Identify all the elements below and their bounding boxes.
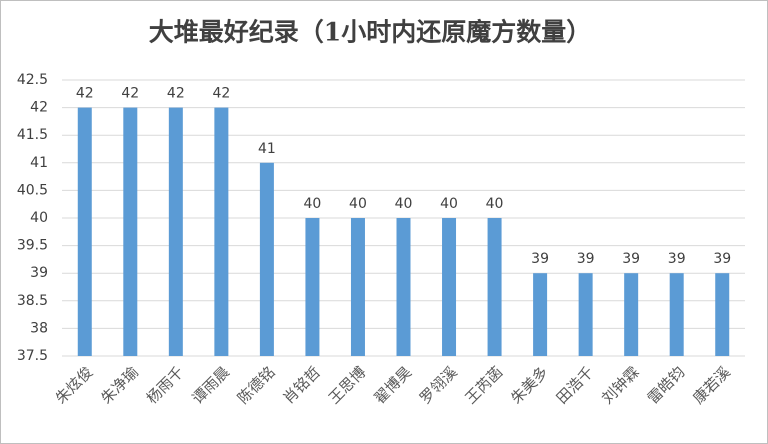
bar bbox=[715, 273, 730, 356]
y-tick-label: 41.5 bbox=[17, 127, 48, 143]
y-tick-label: 37.5 bbox=[17, 348, 48, 364]
data-label: 42 bbox=[167, 86, 185, 102]
data-label: 41 bbox=[258, 141, 276, 157]
bar bbox=[533, 273, 548, 356]
data-label: 40 bbox=[486, 196, 504, 212]
bar bbox=[442, 218, 457, 356]
data-label: 39 bbox=[531, 251, 549, 267]
bar bbox=[214, 107, 229, 356]
y-tick-label: 39 bbox=[30, 265, 48, 281]
data-label: 39 bbox=[577, 251, 595, 267]
y-tick-label: 38.5 bbox=[17, 293, 48, 309]
y-tick-label: 40 bbox=[30, 210, 48, 226]
data-label: 40 bbox=[304, 196, 322, 212]
y-tick-label: 40.5 bbox=[17, 182, 48, 198]
bar bbox=[669, 273, 684, 356]
data-label: 39 bbox=[713, 251, 731, 267]
bar bbox=[168, 107, 183, 356]
data-label: 39 bbox=[622, 251, 640, 267]
bar bbox=[624, 273, 639, 356]
bar bbox=[396, 218, 411, 356]
data-label: 40 bbox=[395, 196, 413, 212]
data-label: 39 bbox=[668, 251, 686, 267]
y-tick-label: 42.5 bbox=[17, 72, 48, 88]
data-label: 42 bbox=[76, 86, 94, 102]
bar bbox=[487, 218, 502, 356]
data-label: 40 bbox=[349, 196, 367, 212]
bar bbox=[123, 107, 138, 356]
bar bbox=[305, 218, 320, 356]
y-tick-label: 38 bbox=[30, 320, 48, 336]
y-tick-label: 42 bbox=[30, 100, 48, 116]
bar bbox=[350, 218, 365, 356]
bar bbox=[259, 162, 274, 356]
bar bbox=[578, 273, 593, 356]
data-label: 42 bbox=[121, 86, 139, 102]
data-label: 42 bbox=[212, 86, 230, 102]
bar bbox=[77, 107, 92, 356]
y-tick-label: 41 bbox=[30, 155, 48, 171]
y-tick-label: 39.5 bbox=[17, 238, 48, 254]
chart-title: 大堆最好纪录（1小时内还原魔方数量） bbox=[149, 18, 591, 47]
data-label: 40 bbox=[440, 196, 458, 212]
